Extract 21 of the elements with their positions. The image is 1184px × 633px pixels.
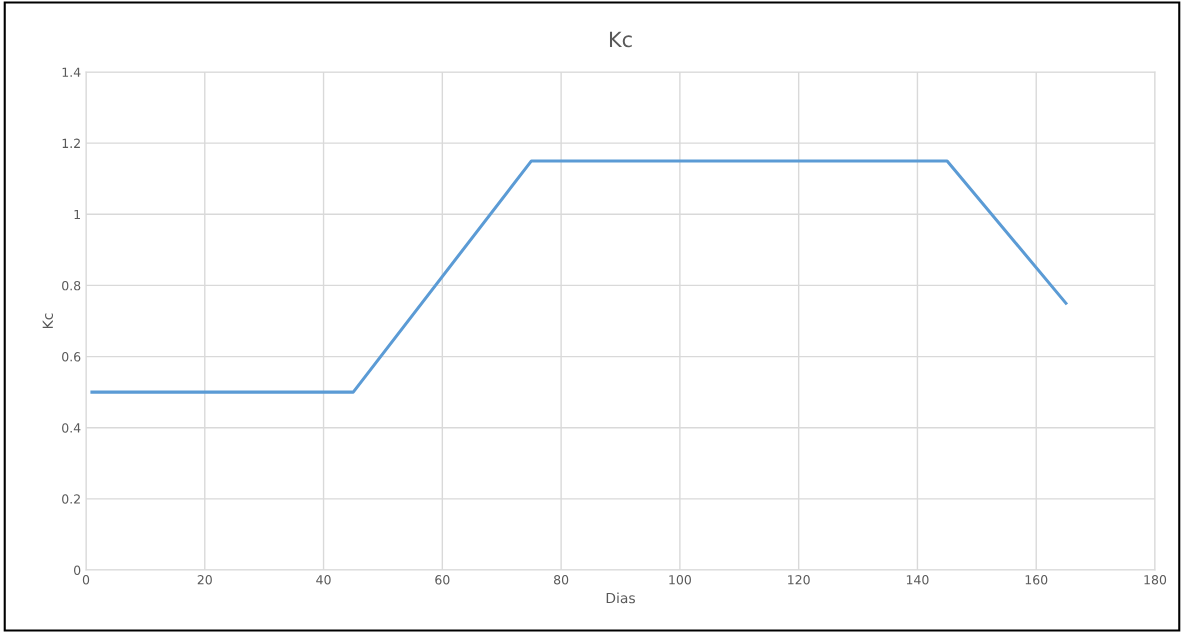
y-tick-label: 1 (74, 209, 80, 220)
y-tick-label: 1.2 (62, 138, 80, 148)
x-axis-title: Dias (606, 592, 635, 604)
y-tick-label: 0 (74, 565, 81, 575)
x-tick-label: 20 (197, 575, 212, 585)
x-tick-label: 160 (1025, 575, 1048, 585)
y-tick-label: 0.8 (62, 280, 81, 291)
x-tick-label: 40 (316, 575, 331, 585)
x-tick-label: 140 (906, 575, 929, 585)
y-tick-label: 0.6 (62, 352, 81, 362)
x-tick-label: 100 (669, 575, 691, 585)
y-tick-label: 1.4 (62, 67, 81, 77)
x-tick-label: 180 (1144, 575, 1167, 585)
x-tick-label: 120 (788, 575, 810, 585)
x-tick-label: 60 (435, 575, 450, 585)
y-tick-label: 0.2 (62, 494, 80, 504)
chart-title: Kc (609, 31, 632, 48)
y-tick-label: 0.4 (62, 423, 81, 433)
x-tick-label: 0 (82, 575, 90, 585)
y-axis-title: Kc (42, 313, 54, 329)
x-tick-label: 80 (554, 575, 569, 585)
